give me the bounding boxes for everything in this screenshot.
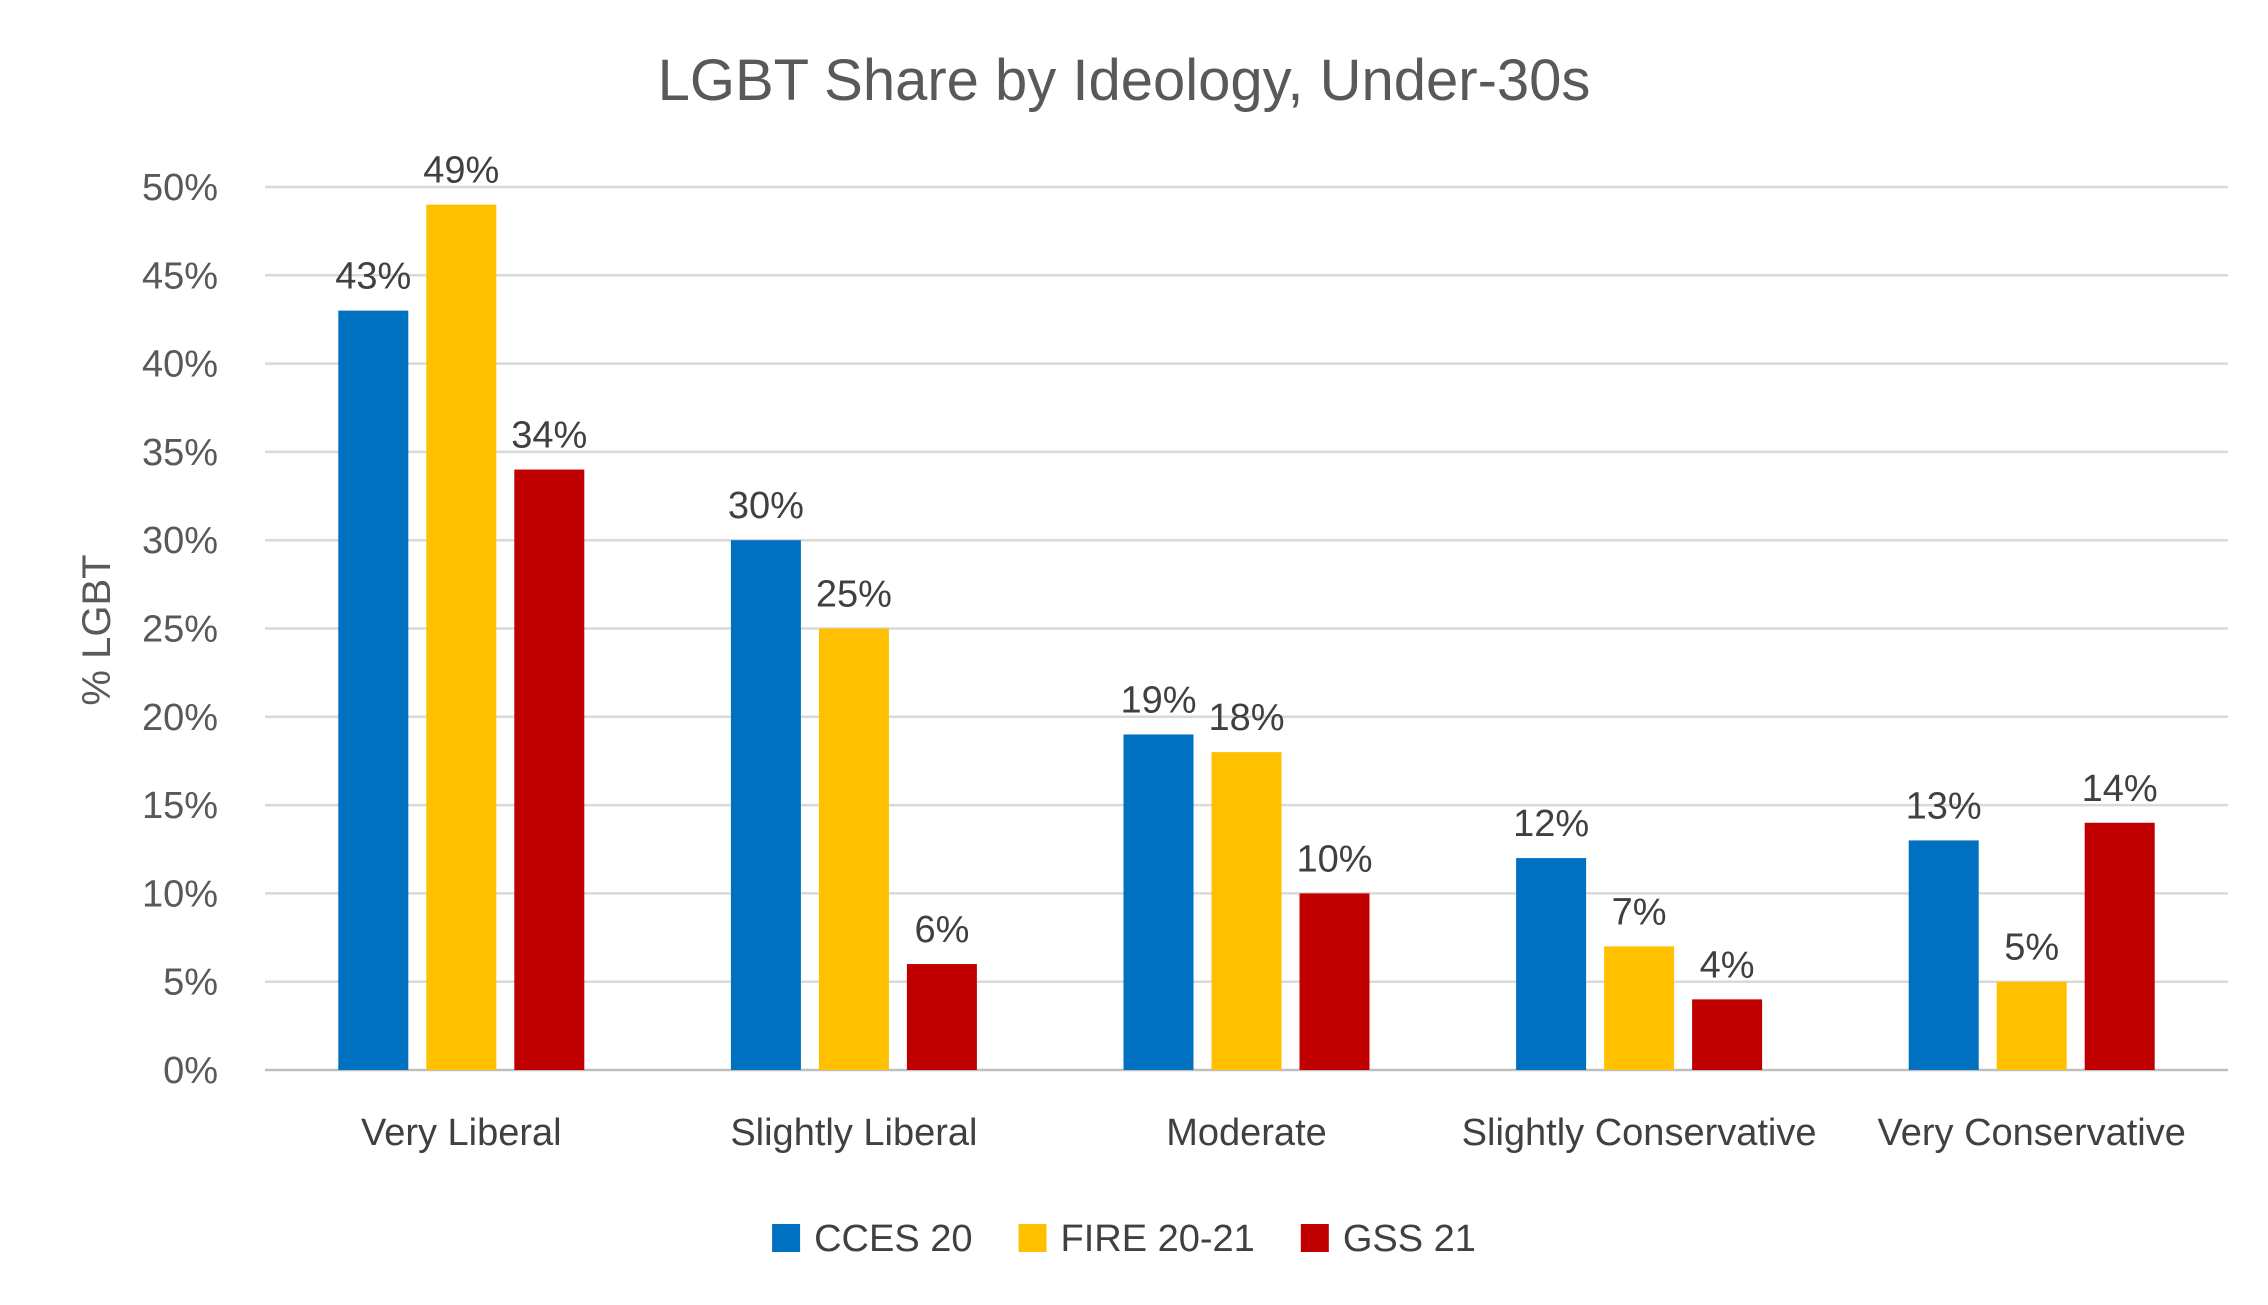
y-tick-label: 30%	[142, 520, 218, 562]
bar	[1996, 981, 2067, 1070]
y-axis-ticks: 0% 5% 10% 15% 20% 25% 30% 35% 40% 45% 50%	[142, 167, 218, 1092]
y-tick-label: 40%	[142, 344, 218, 386]
legend-item: GSS 21	[1300, 1218, 1476, 1260]
data-label: 7%	[1612, 891, 1667, 933]
bar	[514, 469, 585, 1070]
data-label: 12%	[1513, 803, 1589, 845]
x-category-label: Moderate	[1166, 1112, 1327, 1154]
y-axis-label: % LGBT	[75, 554, 119, 705]
bar	[338, 310, 409, 1070]
bar	[1299, 893, 1370, 1070]
data-label: 43%	[335, 256, 411, 298]
y-tick-label: 5%	[163, 962, 218, 1004]
legend-swatch	[1018, 1224, 1047, 1252]
bar	[730, 540, 801, 1070]
x-axis-categories: Very Liberal Slightly Liberal Moderate Slig…	[361, 1112, 2186, 1154]
legend: CCES 20 FIRE 20-21 GSS 21	[772, 1218, 1476, 1260]
data-label: 5%	[2004, 927, 2059, 969]
y-tick-label: 45%	[142, 255, 218, 297]
data-label: 19%	[1120, 679, 1196, 721]
bar	[2084, 822, 2155, 1070]
bar	[1211, 752, 1282, 1070]
data-label: 6%	[914, 909, 969, 951]
data-label: 14%	[2082, 768, 2158, 810]
legend-item: FIRE 20-21	[1018, 1218, 1255, 1260]
y-tick-label: 20%	[142, 697, 218, 739]
data-label: 13%	[1906, 785, 1982, 827]
x-category-label: Very Conservative	[1878, 1112, 2186, 1154]
bar	[1516, 858, 1587, 1070]
data-label: 4%	[1700, 944, 1755, 986]
bar	[1692, 999, 1763, 1070]
data-label: 25%	[816, 574, 892, 616]
data-labels: 43% 49% 34% 30% 25% 6% 19% 18% 10% 12% 7% 4% 13% 5% 14…	[335, 150, 2157, 987]
bar	[1604, 946, 1675, 1070]
y-tick-label: 35%	[142, 432, 218, 474]
y-tick-label: 10%	[142, 873, 218, 915]
x-category-label: Slightly Conservative	[1462, 1112, 1817, 1154]
data-label: 49%	[423, 150, 499, 192]
legend-label: CCES 20	[814, 1218, 972, 1260]
data-label: 30%	[728, 485, 804, 527]
chart-title: LGBT Share by Ideology, Under-30s	[658, 48, 1591, 113]
data-label: 34%	[511, 415, 587, 457]
x-category-label: Slightly Liberal	[730, 1112, 977, 1154]
bar	[426, 204, 497, 1070]
bar	[1908, 840, 1979, 1070]
data-label: 10%	[1296, 838, 1372, 880]
bar	[906, 964, 977, 1070]
gridlines	[265, 185, 2228, 1072]
legend-swatch	[1300, 1224, 1329, 1252]
y-tick-label: 15%	[142, 785, 218, 827]
legend-label: FIRE 20-21	[1061, 1218, 1255, 1260]
legend-label: GSS 21	[1343, 1218, 1476, 1260]
legend-item: CCES 20	[772, 1218, 973, 1260]
x-category-label: Very Liberal	[361, 1112, 562, 1154]
y-tick-label: 50%	[142, 167, 218, 209]
bar	[1123, 734, 1194, 1070]
y-tick-label: 0%	[163, 1050, 218, 1092]
bar	[818, 628, 889, 1070]
data-label: 18%	[1208, 697, 1284, 739]
y-tick-label: 25%	[142, 609, 218, 651]
bars	[338, 204, 2155, 1070]
legend-swatch	[772, 1224, 801, 1252]
